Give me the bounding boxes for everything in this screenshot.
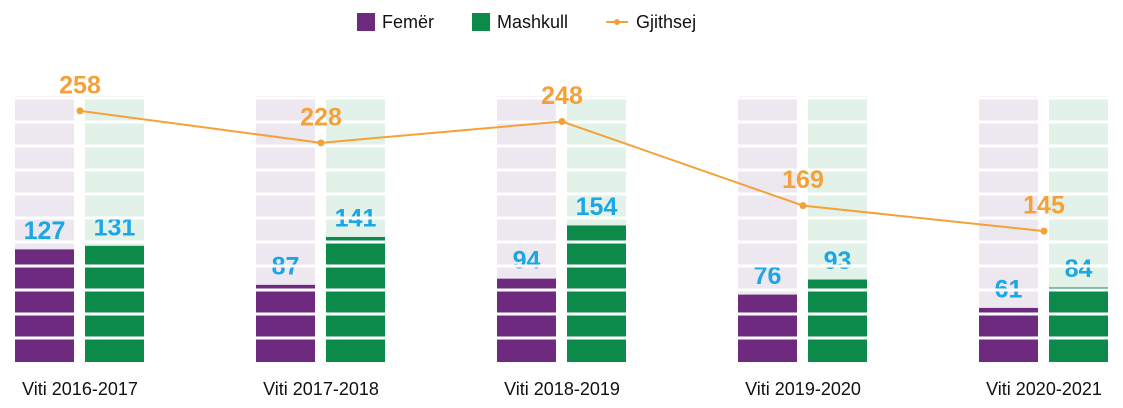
legend-swatch [357,13,375,31]
bar [738,294,797,362]
value-label: 93 [824,247,852,275]
value-label: 258 [59,72,101,100]
value-label: 94 [513,246,541,274]
x-tick-label: Viti 2016-2017 [22,379,138,399]
line-point [1040,227,1048,235]
value-label: 145 [1023,192,1065,220]
bar [256,284,315,362]
value-label: 248 [541,82,583,110]
line-point [76,107,84,115]
value-label: 127 [24,217,66,245]
line-point [799,202,807,210]
bar [85,245,144,362]
bar [1049,287,1108,362]
value-label: 228 [300,103,342,131]
bar [808,279,867,362]
x-tick-label: Viti 2020-2021 [986,379,1102,399]
bar [567,225,626,362]
value-label: 84 [1065,255,1093,283]
x-tick-label: Viti 2017-2018 [263,379,379,399]
legend-label: Gjithsej [636,12,696,32]
value-label: 154 [576,193,618,221]
line-point [317,139,325,147]
bar [497,278,556,362]
bar [15,249,74,362]
legend-marker [614,19,621,25]
legend-label: Femër [382,12,434,32]
legend-label: Mashkull [497,12,568,32]
line-point [558,118,566,126]
bar [979,307,1038,362]
bar [326,236,385,362]
x-tick-label: Viti 2019-2020 [745,379,861,399]
value-label: 169 [782,166,824,194]
legend-swatch [472,13,491,31]
x-tick-label: Viti 2018-2019 [504,379,620,399]
